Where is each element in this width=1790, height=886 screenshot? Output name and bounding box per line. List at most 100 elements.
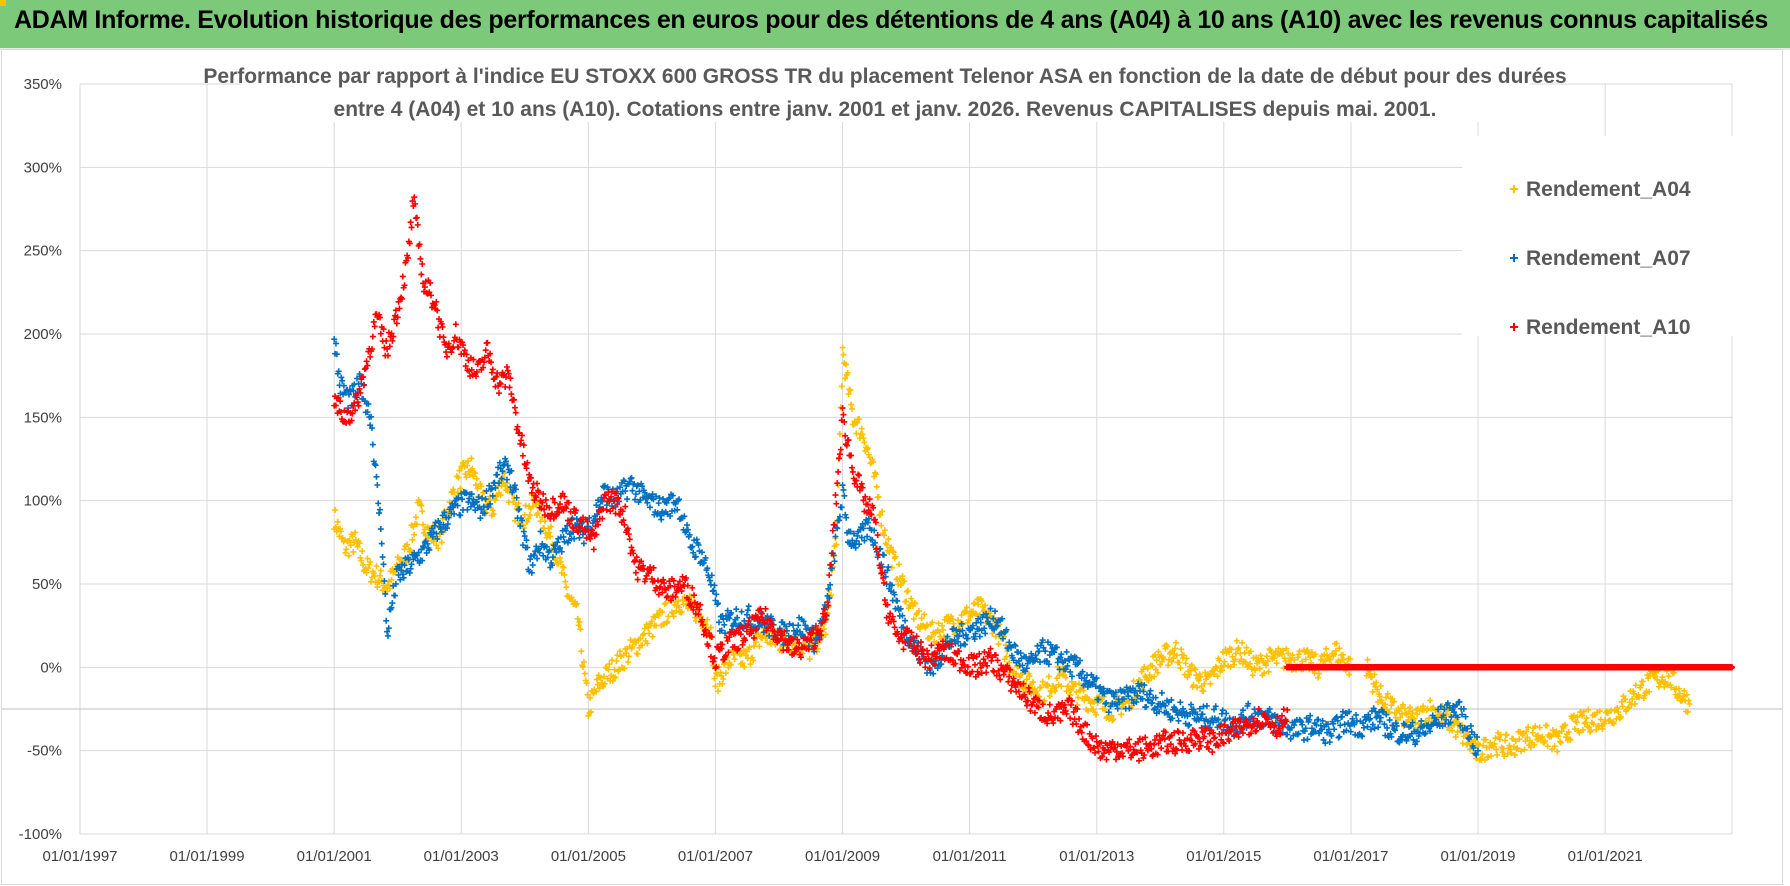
data-point (877, 511, 884, 518)
data-point (440, 334, 447, 341)
data-point (389, 600, 396, 607)
data-point (1239, 639, 1246, 646)
data-point (620, 477, 627, 484)
data-point (364, 409, 371, 416)
data-point (464, 506, 471, 513)
data-point (383, 338, 390, 345)
data-point (1242, 659, 1249, 666)
data-point (873, 483, 880, 490)
data-point (1450, 721, 1457, 728)
data-point (912, 600, 919, 607)
data-point (1375, 724, 1382, 731)
data-point (495, 480, 502, 487)
data-point (853, 537, 860, 544)
data-point (843, 514, 850, 521)
data-point (888, 582, 895, 589)
data-point (363, 358, 370, 365)
data-point (1466, 746, 1473, 753)
data-point (1017, 650, 1024, 657)
data-point (1102, 706, 1109, 713)
data-point (397, 576, 404, 583)
data-point (527, 556, 534, 563)
data-point (1199, 711, 1206, 718)
data-point (1029, 679, 1036, 686)
data-point (352, 529, 359, 536)
data-point (377, 526, 384, 533)
data-point (1124, 689, 1131, 696)
data-point (1397, 714, 1404, 721)
data-point (693, 536, 700, 543)
data-point (523, 537, 530, 544)
data-point (503, 458, 510, 465)
data-point (856, 472, 863, 479)
data-point (982, 602, 989, 609)
data-point (901, 578, 908, 585)
data-point (1175, 717, 1182, 724)
data-point (1599, 725, 1606, 732)
data-point (354, 543, 361, 550)
x-tick-label: 01/01/2009 (805, 848, 880, 865)
data-point (632, 491, 639, 498)
data-point (549, 554, 556, 561)
data-point (383, 617, 390, 624)
data-point (1228, 646, 1235, 653)
data-point (957, 642, 964, 649)
data-point (899, 612, 906, 619)
data-point (1636, 694, 1643, 701)
data-point (715, 619, 722, 626)
data-point (1253, 654, 1260, 661)
data-point (1062, 674, 1069, 681)
data-point (1507, 746, 1514, 753)
data-point (557, 558, 564, 565)
data-point (714, 671, 721, 678)
data-point (684, 522, 691, 529)
data-point (506, 384, 513, 391)
data-point (1302, 656, 1309, 663)
data-point (864, 445, 871, 452)
data-point (853, 430, 860, 437)
data-point (707, 577, 714, 584)
series-Rendement_A07 (331, 336, 1481, 758)
data-point (381, 578, 388, 585)
data-point (504, 367, 511, 374)
data-point (454, 489, 461, 496)
data-point (1120, 695, 1127, 702)
data-point (1119, 704, 1126, 711)
data-point (715, 600, 722, 607)
data-point (1046, 652, 1053, 659)
data-point (962, 609, 969, 616)
data-point (548, 523, 555, 530)
data-point (1062, 666, 1069, 673)
data-point (492, 497, 499, 504)
data-point (454, 502, 461, 509)
data-point (1529, 729, 1536, 736)
data-point (1152, 666, 1159, 673)
data-point (994, 622, 1001, 629)
data-point (552, 542, 559, 549)
data-point (983, 610, 990, 617)
data-point (467, 503, 474, 510)
data-point (667, 512, 674, 519)
data-point (504, 462, 511, 469)
data-point (385, 625, 392, 632)
data-point (365, 565, 372, 572)
data-point (1073, 654, 1080, 661)
data-point (854, 419, 861, 426)
data-point (415, 549, 422, 556)
data-point (1561, 722, 1568, 729)
data-point (1347, 728, 1354, 735)
data-point (529, 562, 536, 569)
data-point (1064, 662, 1071, 669)
data-point (641, 625, 648, 632)
data-point (850, 530, 857, 537)
data-point (1047, 641, 1054, 648)
data-point (1620, 693, 1627, 700)
data-point (1180, 705, 1186, 712)
data-point (856, 416, 863, 423)
data-point (1315, 670, 1322, 677)
data-point (1036, 648, 1043, 655)
data-point (670, 613, 677, 620)
x-tick-label: 01/01/1999 (169, 848, 244, 865)
data-point (1407, 704, 1414, 711)
data-point (1668, 684, 1675, 691)
